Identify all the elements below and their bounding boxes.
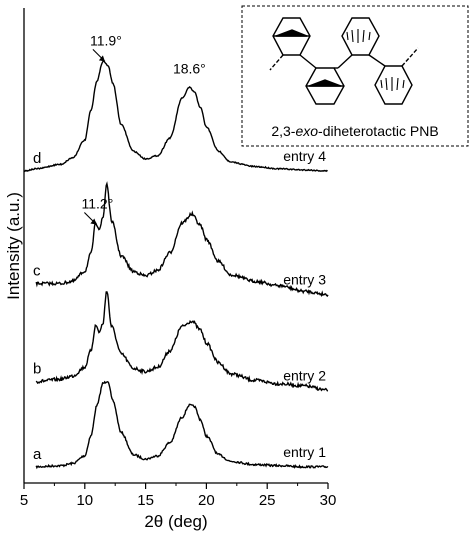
x-tick-label: 15	[137, 492, 154, 509]
x-tick-label: 5	[20, 492, 28, 509]
inset-border	[241, 5, 469, 147]
caption-pre: 2,3-	[271, 123, 295, 139]
annotation-arrowhead	[90, 218, 97, 225]
trace-labels: a entry 1 b entry 2 c entry 3 d entry 4	[33, 148, 326, 463]
series-line-entry-2	[35, 291, 329, 392]
y-axis-title: Intensity (a.u.)	[4, 192, 23, 300]
x-ticks: 5 10 15 20 25 30	[20, 483, 337, 509]
structure-inset: 2,3-exo-diheterotactic PNB	[241, 5, 469, 147]
series-name-entry-3: entry 3	[283, 272, 326, 288]
peak-annotation: 11.2°	[81, 196, 113, 212]
plot-area: 5 10 15 20 25 30 a entry 1 b entry 2 c entry 3 d ent…	[20, 8, 337, 509]
series-name-entry-4: entry 4	[283, 148, 326, 164]
series-name-entry-1: entry 1	[283, 444, 326, 460]
trace-letter-c: c	[33, 263, 41, 280]
annotation-layer: 11.9° 18.6° 11.2°	[81, 32, 206, 225]
x-axis-title: 2θ (deg)	[144, 512, 207, 531]
x-tick-label: 10	[76, 492, 93, 509]
series-line-entry-3	[35, 181, 329, 298]
series-line-entry-4	[23, 59, 328, 173]
x-tick-label: 25	[259, 492, 276, 509]
inset-caption: 2,3-exo-diheterotactic PNB	[271, 123, 438, 139]
series-layer	[23, 59, 329, 470]
caption-post: -diheterotactic PNB	[318, 123, 439, 139]
trace-letter-a: a	[33, 446, 42, 463]
peak-annotation: 18.6°	[173, 60, 206, 76]
x-tick-label: 30	[320, 492, 337, 509]
peak-annotation: 11.9°	[90, 32, 122, 48]
pnb-structure-drawing	[269, 17, 419, 105]
annotation-arrowhead	[98, 55, 105, 62]
trace-letter-d: d	[33, 150, 41, 167]
series-name-entry-2: entry 2	[283, 367, 326, 383]
series-line-entry-1	[35, 380, 329, 470]
caption-italic: exo	[295, 123, 318, 139]
x-tick-label: 20	[198, 492, 215, 509]
trace-letter-b: b	[33, 361, 41, 378]
